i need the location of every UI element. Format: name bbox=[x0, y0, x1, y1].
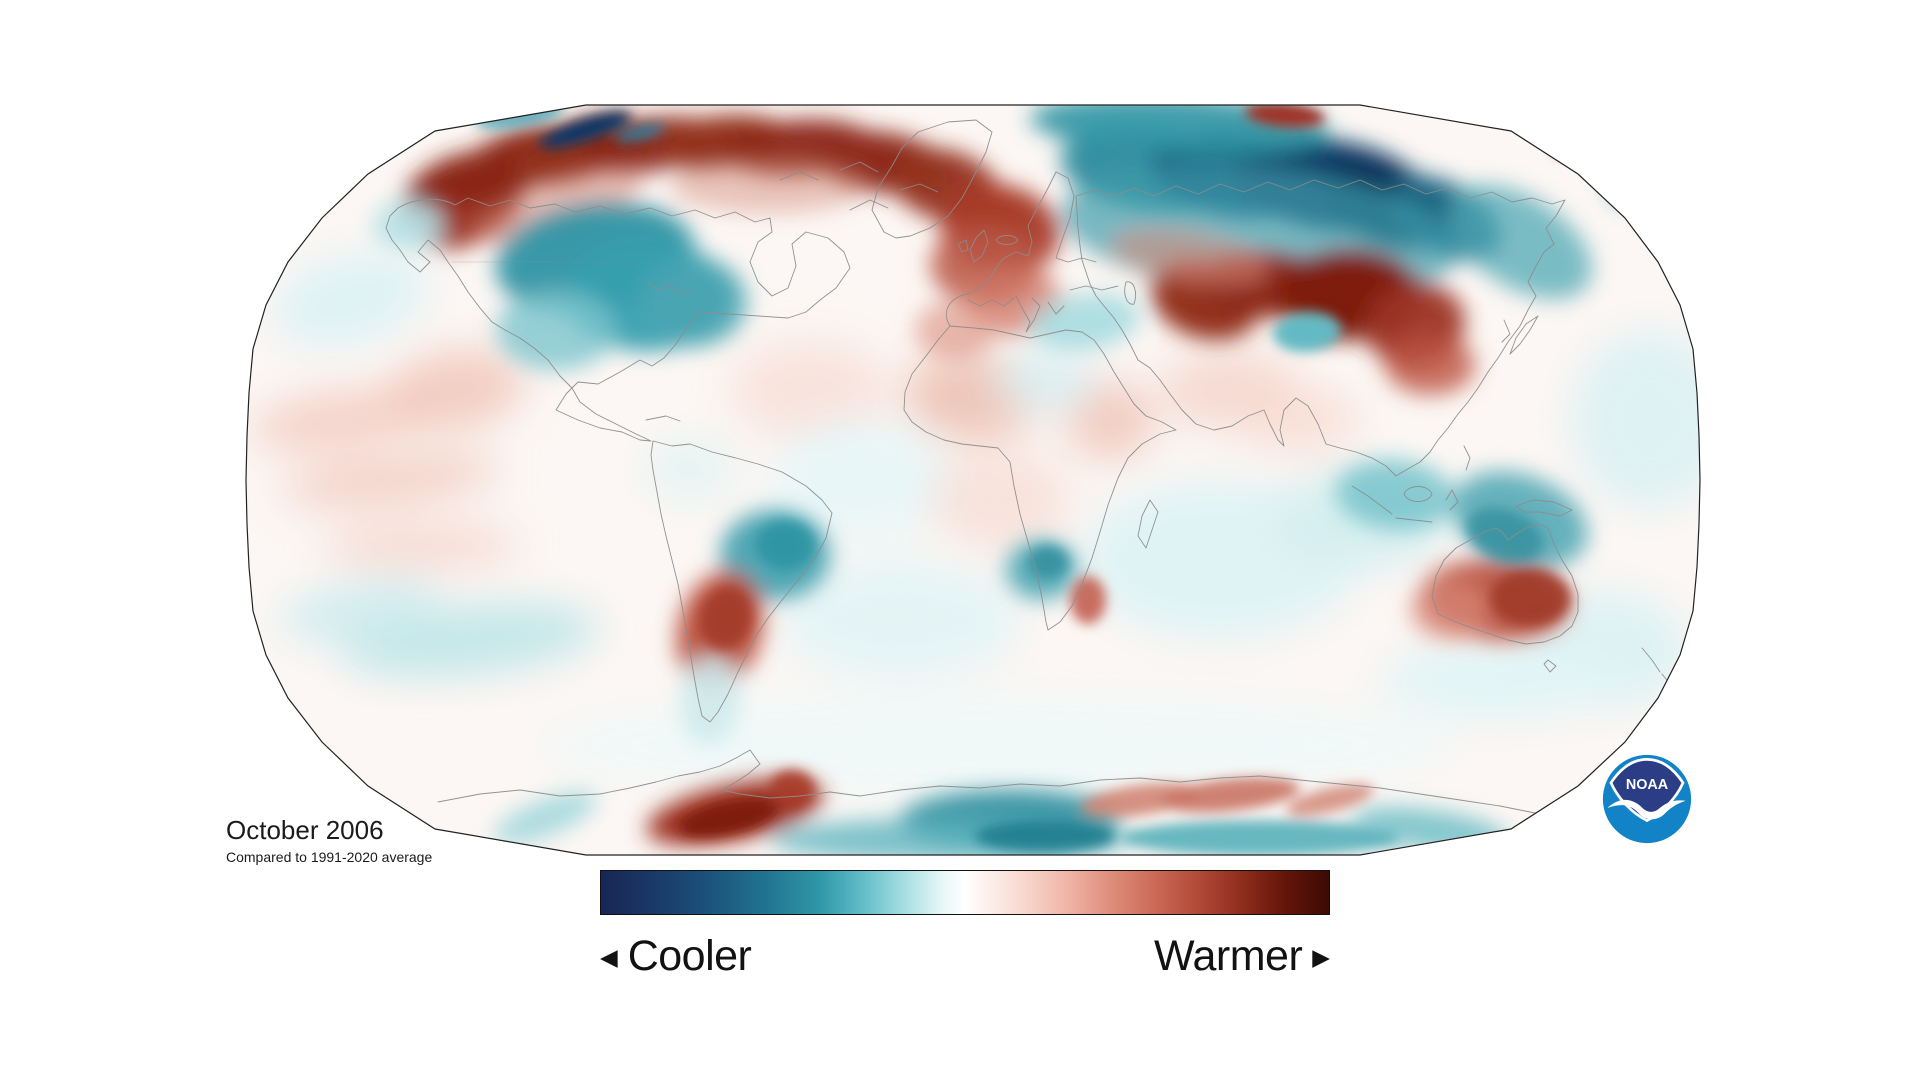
map-subtitle: Compared to 1991-2020 average bbox=[226, 848, 433, 865]
warmer-legend: Warmer ▶ bbox=[1154, 932, 1330, 981]
cooler-arrow-icon: ◀ bbox=[600, 943, 618, 970]
anomaly-field-washes bbox=[250, 251, 1700, 795]
cooler-label: Cooler bbox=[627, 931, 752, 980]
noaa-logo: NOAA bbox=[1602, 754, 1692, 844]
coastlines bbox=[385, 119, 1671, 831]
map-title: October 2006 bbox=[226, 815, 384, 845]
colorbar-legend: ◀ Cooler Warmer ▶ bbox=[600, 929, 1330, 983]
title-block: October 2006 Compared to 1991-2020 avera… bbox=[226, 815, 433, 866]
warmer-arrow-icon: ▶ bbox=[1312, 943, 1330, 970]
noaa-logo-icon: NOAA bbox=[1602, 754, 1692, 844]
noaa-logo-text: NOAA bbox=[1626, 777, 1669, 793]
cooler-legend: ◀ Cooler bbox=[600, 931, 752, 981]
warmer-label: Warmer bbox=[1154, 931, 1303, 980]
temperature-colorbar bbox=[600, 870, 1330, 915]
